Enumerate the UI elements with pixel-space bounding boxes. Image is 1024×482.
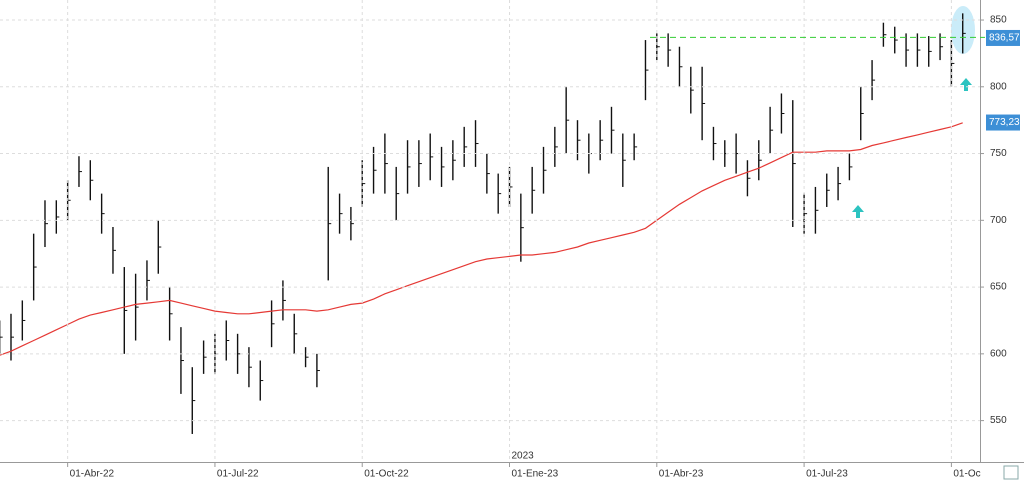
x-tick-label: 01-Ene-23 [512, 469, 559, 480]
y-tick-label: 650 [990, 282, 1007, 293]
y-tick-label: 800 [990, 81, 1007, 92]
settings-icon[interactable] [1003, 465, 1019, 480]
x-tick-label: 01-Abr-22 [70, 469, 115, 480]
price-label: 773,23 [989, 117, 1020, 128]
y-tick-label: 700 [990, 215, 1007, 226]
annotation: 2023 [512, 451, 535, 462]
price-label: 836,57 [989, 33, 1020, 44]
up-arrow [960, 78, 972, 91]
x-tick-label: 01-Jul-22 [217, 469, 259, 480]
y-tick-label: 600 [990, 348, 1007, 359]
x-tick-label: 01-Jul-23 [806, 469, 848, 480]
price-label-box [986, 114, 1020, 131]
up-arrow [852, 205, 864, 218]
y-tick-label: 550 [990, 415, 1007, 426]
price-label-box [986, 29, 1020, 46]
x-tick-label: 01-Oc [953, 469, 980, 480]
moving-average [0, 122, 963, 356]
x-tick-label: 01-Oct-22 [364, 469, 409, 480]
y-tick-label: 750 [990, 148, 1007, 159]
x-tick-label: 01-Abr-23 [659, 469, 704, 480]
y-tick-label: 850 [990, 15, 1007, 26]
